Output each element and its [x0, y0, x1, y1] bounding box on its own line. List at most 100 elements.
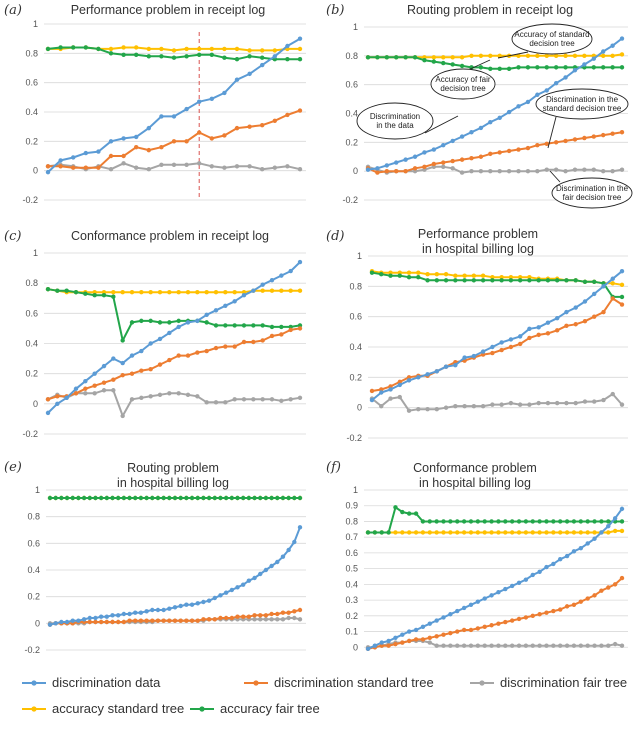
data-point — [591, 65, 596, 70]
data-point — [83, 150, 89, 156]
data-point — [167, 391, 172, 396]
legend-item-acc-std: accuracy standard tree — [22, 701, 184, 716]
data-point — [176, 353, 181, 358]
data-point — [171, 114, 177, 119]
data-point — [87, 619, 92, 625]
data-point — [536, 278, 541, 283]
data-point — [509, 583, 515, 589]
data-point — [178, 618, 183, 623]
series-line-disc-data — [367, 37, 623, 171]
data-point — [610, 296, 615, 301]
data-point — [558, 557, 563, 562]
data-point — [195, 601, 200, 606]
data-point — [592, 536, 597, 541]
data-point — [441, 143, 446, 148]
data-point — [527, 402, 532, 407]
data-point — [223, 615, 229, 621]
data-point — [246, 495, 252, 501]
data-point — [536, 400, 541, 406]
data-point — [393, 505, 398, 510]
data-point — [120, 413, 125, 419]
data-point — [619, 130, 625, 135]
data-point — [139, 395, 144, 400]
data-point — [591, 134, 596, 139]
data-point — [497, 53, 502, 59]
data-point — [269, 495, 274, 501]
data-point — [372, 530, 378, 535]
data-point — [83, 45, 89, 50]
chart-panel-a: (a) Performance problem in receipt log -0.… — [4, 3, 306, 205]
data-point — [523, 643, 529, 648]
data-point — [573, 322, 578, 327]
data-point — [619, 528, 625, 534]
data-point — [138, 495, 144, 501]
data-point — [527, 275, 532, 280]
data-point — [453, 403, 458, 409]
data-point — [406, 375, 412, 380]
data-point — [71, 45, 76, 50]
data-point — [558, 519, 563, 524]
data-point — [509, 519, 515, 524]
data-point — [420, 530, 426, 535]
data-point — [134, 134, 139, 140]
data-point — [171, 162, 177, 167]
data-point — [527, 326, 532, 331]
y-tick-label: 0.4 — [27, 565, 40, 575]
data-point — [101, 388, 107, 393]
data-point — [218, 615, 223, 621]
data-point — [279, 398, 284, 404]
data-point — [564, 309, 569, 315]
data-point — [544, 167, 549, 172]
data-point — [185, 320, 191, 325]
data-point — [269, 611, 274, 617]
annotation-text: Discrimination in the data — [370, 112, 420, 130]
data-point — [610, 53, 615, 59]
data-point — [496, 530, 501, 535]
data-point — [527, 335, 532, 341]
data-point — [251, 397, 256, 402]
data-point — [297, 395, 303, 400]
data-point — [375, 170, 380, 175]
legend-swatch-marker — [31, 680, 37, 686]
data-point — [222, 46, 227, 52]
data-point — [582, 62, 587, 67]
data-point — [434, 634, 439, 639]
data-point — [509, 618, 515, 623]
data-point — [610, 65, 615, 70]
data-point — [506, 66, 512, 72]
data-point — [229, 587, 235, 593]
data-point — [184, 54, 189, 59]
legend-swatch-marker — [253, 680, 259, 686]
data-point — [234, 77, 240, 82]
data-point — [150, 607, 155, 613]
data-point — [59, 619, 64, 625]
data-point — [70, 618, 75, 623]
data-point — [453, 273, 458, 278]
data-point — [582, 399, 588, 404]
data-point — [554, 400, 560, 406]
y-tick-label: 0.5 — [345, 564, 358, 574]
legend-item-disc-fair: discrimination fair tree — [470, 675, 627, 690]
data-point — [386, 638, 391, 644]
data-point — [111, 356, 116, 361]
data-point — [365, 55, 371, 60]
data-point — [87, 615, 92, 621]
data-point — [499, 340, 504, 345]
chart-title: Performance problem in receipt log — [71, 3, 266, 17]
data-point — [459, 170, 465, 175]
data-point — [45, 397, 51, 402]
data-point — [535, 143, 540, 148]
data-point — [252, 617, 257, 622]
annotation-pointer — [549, 170, 561, 183]
y-tick-label: 0 — [353, 166, 358, 176]
data-point — [195, 394, 200, 399]
data-point — [148, 394, 153, 399]
data-point — [578, 530, 584, 535]
data-point — [45, 169, 51, 175]
data-point — [139, 318, 144, 324]
data-point — [523, 577, 529, 582]
data-point — [195, 350, 200, 355]
data-point — [544, 141, 549, 146]
data-point — [176, 290, 181, 295]
data-point — [247, 164, 252, 169]
